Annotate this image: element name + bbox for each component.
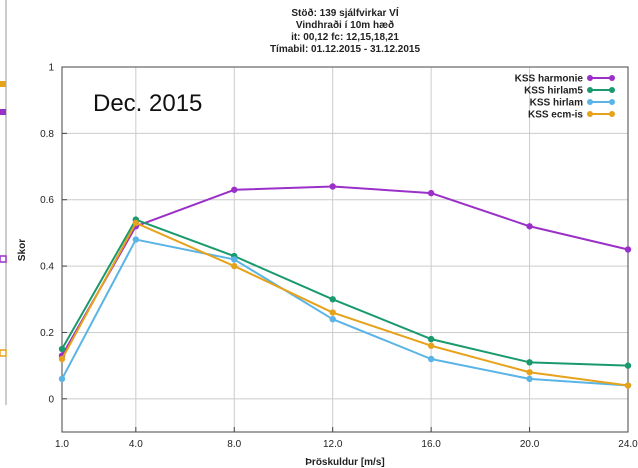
- legend-swatch-point: [587, 87, 593, 93]
- data-point-kss-harmonie: [231, 186, 238, 193]
- x-tick-label: 24.0: [618, 439, 638, 450]
- legend-label: KSS hirlam: [530, 98, 583, 109]
- legend-swatch-point: [609, 111, 615, 117]
- chart-annotation: Dec. 2015: [93, 90, 202, 117]
- data-point-kss-harmonie: [329, 183, 336, 190]
- data-point-kss-harmonie: [624, 246, 632, 253]
- series-kss-ecm-is: [58, 219, 632, 389]
- plot-frame: [61, 66, 629, 433]
- x-tick-label: 8.0: [227, 439, 241, 450]
- title-line-2: Vindhraði í 10m hæð: [296, 19, 394, 31]
- data-point-kss-hirlam: [58, 375, 66, 383]
- x-tick-label: 20.0: [520, 439, 540, 450]
- x-tick-label: 1.0: [55, 439, 69, 450]
- edge-marker-purple-mid: [0, 255, 7, 263]
- legend-label: KSS ecm-is: [528, 110, 583, 121]
- data-point-kss-hirlam5: [58, 345, 66, 353]
- data-point-kss-hirlam5: [329, 296, 336, 303]
- data-point-kss-hirlam: [132, 236, 140, 243]
- series: [58, 183, 632, 389]
- title-line-1: Stöð: 139 sjálfvirkar VÍ: [291, 6, 398, 19]
- data-point-kss-ecm-is: [58, 355, 66, 363]
- series-line-kss-harmonie: [61, 185, 629, 357]
- data-point-kss-hirlam: [329, 315, 336, 323]
- data-point-kss-ecm-is: [526, 369, 533, 376]
- data-point-kss-hirlam5: [526, 359, 533, 366]
- legend-swatch-point: [609, 87, 615, 93]
- x-axis-title: Þröskuldur [m/s]: [305, 457, 384, 468]
- legend-swatch-point: [587, 99, 593, 105]
- legend-label: KSS harmonie: [515, 74, 584, 85]
- data-point-kss-hirlam5: [624, 362, 632, 369]
- x-tick-label: 4.0: [129, 439, 143, 450]
- data-point-kss-ecm-is: [427, 342, 435, 349]
- data-point-kss-hirlam: [231, 256, 238, 263]
- data-point-kss-hirlam: [427, 355, 435, 363]
- legend-entry-kss-ecm-is: KSS ecm-is: [528, 110, 615, 121]
- y-tick-label: 0.2: [40, 328, 54, 339]
- y-axis-title: Skor: [17, 239, 28, 261]
- data-point-kss-ecm-is: [132, 219, 140, 227]
- data-point-kss-harmonie: [427, 189, 435, 197]
- y-axis: 0 0.2 0.4 0.6 0.8 1: [40, 63, 67, 405]
- y-tick-label: 0.8: [40, 129, 54, 140]
- edge-marker-orange-top: [0, 81, 6, 87]
- x-tick-label: 16.0: [421, 439, 441, 450]
- edge-marker-purple-top: [0, 109, 6, 115]
- data-point-kss-harmonie: [526, 223, 533, 230]
- data-point-kss-ecm-is: [624, 382, 632, 389]
- title-line-4: Tímabil: 01.12.2015 - 31.12.2015: [270, 44, 421, 55]
- legend-entry-kss-hirlam5: KSS hirlam5: [524, 86, 615, 97]
- chart-title: Stöð: 139 sjálfvirkar VÍ Vindhraði í 10m…: [270, 6, 421, 55]
- legend-entry-kss-hirlam: KSS hirlam: [530, 98, 615, 109]
- x-tick-label: 12.0: [323, 439, 343, 450]
- legend-swatch-point: [587, 111, 593, 117]
- y-tick-label: 0.6: [40, 195, 54, 206]
- data-point-kss-ecm-is: [231, 262, 238, 270]
- legend-swatch-point: [609, 75, 615, 81]
- legend-entry-kss-harmonie: KSS harmonie: [515, 74, 615, 85]
- series-kss-hirlam: [58, 236, 632, 389]
- series-kss-harmonie: [58, 183, 632, 359]
- y-tick-label: 0: [48, 394, 54, 405]
- edge-marker-orange-bottom: [0, 349, 7, 357]
- legend-label: KSS hirlam5: [524, 86, 583, 97]
- data-point-kss-hirlam: [526, 375, 533, 383]
- x-axis: 1.0 4.0 8.0 12.0 16.0 20.0 24.0: [55, 427, 638, 450]
- y-tick-label: 1: [48, 63, 54, 74]
- data-point-kss-ecm-is: [329, 309, 336, 316]
- series-kss-hirlam5: [58, 216, 632, 369]
- legend-swatch-point: [587, 75, 593, 81]
- y-tick-label: 0.4: [40, 262, 54, 273]
- left-edge-fragment: [0, 0, 7, 405]
- grid: [61, 66, 629, 432]
- data-point-kss-hirlam5: [427, 335, 435, 343]
- title-line-3: it: 00,12 fc: 12,15,18,21: [291, 32, 399, 43]
- legend-swatch-point: [609, 99, 615, 105]
